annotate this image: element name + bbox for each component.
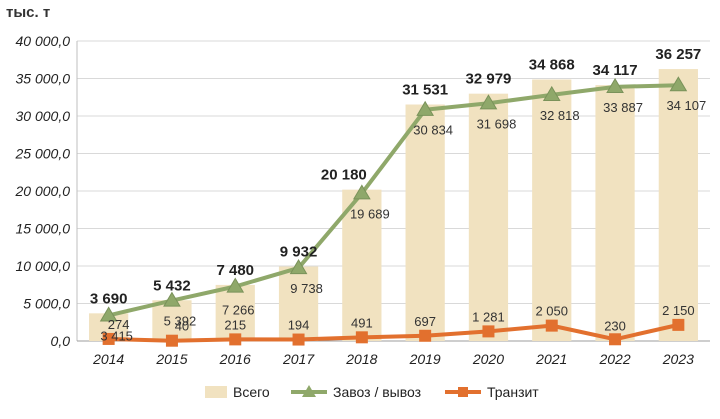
data-label-transit: 230: [604, 318, 626, 333]
marker-square: [229, 333, 242, 346]
data-label-import: 9 738: [290, 281, 323, 296]
data-label-transit: 2 050: [535, 304, 568, 319]
y-tick-label: 5 000,0: [23, 296, 70, 312]
legend-label: Всего: [233, 384, 270, 400]
legend-marker: [302, 385, 316, 397]
legend: Всего Завоз / вывоз Транзит: [205, 384, 539, 400]
y-tick-label: 30 000,0: [16, 108, 71, 124]
marker-triangle: [416, 100, 435, 116]
legend-swatch: [205, 386, 227, 398]
data-label-import: 19 689: [350, 206, 390, 221]
x-tick-label: 2018: [345, 351, 377, 367]
x-tick-label: 2015: [155, 351, 187, 367]
bar: [532, 79, 572, 342]
bar: [595, 85, 635, 341]
y-axis-unit-label: тыс. т: [6, 4, 51, 21]
series-line: [108, 83, 679, 318]
data-label-import: 5 392: [164, 314, 197, 329]
bar: [278, 266, 319, 341]
data-label-total: 20 180: [321, 167, 367, 184]
legend-label: Завоз / вывоз: [333, 384, 421, 400]
x-axis-ticks: 2014 2015 2016 2017 2018 2019 2020 2021 2022 2023: [92, 351, 694, 367]
data-label-total: 34 117: [593, 62, 638, 79]
marker-square: [672, 318, 685, 331]
x-tick-label: 2019: [409, 351, 441, 367]
data-label-total: 34 868: [529, 56, 575, 73]
y-axis-ticks: 0,0 5 000,0 10 000,0 15 000,0 20 000,0 25 000…: [15, 33, 71, 349]
data-label-total: 5 432: [153, 277, 191, 294]
y-tick-label: 25 000,0: [15, 146, 71, 162]
y-tick-label: 35 000,0: [16, 71, 71, 87]
marker-triangle: [99, 306, 118, 322]
data-label-transit: 491: [351, 315, 373, 330]
marker-square: [355, 331, 368, 344]
data-label-transit: 215: [224, 317, 246, 332]
legend-marker: [458, 387, 468, 397]
x-tick-label: 2016: [219, 351, 251, 367]
y-tick-label: 15 000,0: [16, 221, 71, 237]
marker-square: [419, 329, 432, 342]
data-label-total: 9 932: [280, 244, 318, 261]
data-label-total: 32 979: [466, 71, 512, 88]
data-label-transit: 40: [175, 319, 189, 334]
bar: [468, 93, 509, 341]
marker-square: [102, 332, 115, 345]
marker-triangle: [542, 85, 561, 101]
x-tick-label: 2021: [535, 351, 567, 367]
x-tick-label: 2020: [472, 351, 504, 367]
data-label-import: 3 415: [100, 328, 133, 343]
data-label-import: 7 266: [222, 303, 255, 318]
series-line: [108, 322, 679, 343]
data-label-import: 31 698: [477, 116, 517, 131]
bar: [215, 284, 255, 341]
y-tick-label: 0,0: [51, 333, 71, 349]
marker-square: [545, 319, 558, 332]
marker-triangle: [479, 94, 498, 110]
bars: [89, 69, 698, 342]
marker-triangle: [163, 291, 181, 307]
marker-square: [482, 325, 495, 338]
x-tick-label: 2023: [662, 351, 694, 367]
data-label-import: 32 818: [540, 108, 580, 123]
marker-square: [165, 334, 178, 347]
bar: [152, 300, 192, 341]
bar: [405, 104, 445, 341]
y-tick-label: 20 000,0: [15, 183, 71, 199]
marker-square: [609, 333, 622, 346]
data-labels: 3 690 5 432 7 480 9 932 20 180 31 531 32 979 34…: [90, 46, 706, 343]
x-tick-label: 2022: [598, 351, 630, 367]
data-label-transit: 1 281: [472, 309, 505, 324]
x-tick-label: 2017: [282, 351, 315, 367]
marker-triangle: [606, 77, 624, 93]
data-label-transit: 697: [414, 314, 436, 329]
x-tick-label: 2014: [92, 351, 124, 367]
marker-triangle: [289, 258, 308, 275]
data-label-transit: 2 150: [662, 303, 695, 318]
y-tick-label: 10 000,0: [16, 258, 71, 274]
marker-square: [292, 333, 305, 346]
data-label-transit: 194: [288, 318, 310, 333]
y-tick-label: 40 000,0: [16, 33, 71, 49]
data-label-import: 30 834: [413, 123, 453, 138]
series-lines: [99, 76, 688, 347]
data-label-transit: 274: [108, 317, 130, 332]
marker-triangle: [226, 277, 245, 293]
data-label-total: 3 690: [90, 290, 128, 307]
marker-triangle: [352, 184, 371, 200]
legend-label: Транзит: [487, 384, 539, 400]
data-label-total: 36 257: [655, 46, 701, 63]
data-label-import: 33 887: [603, 100, 643, 115]
marker-triangle: [669, 76, 688, 92]
data-label-total: 7 480: [216, 262, 254, 279]
bar: [658, 69, 698, 341]
data-label-total: 31 531: [402, 82, 448, 99]
data-label-import: 34 107: [666, 98, 706, 113]
bar: [342, 189, 382, 341]
